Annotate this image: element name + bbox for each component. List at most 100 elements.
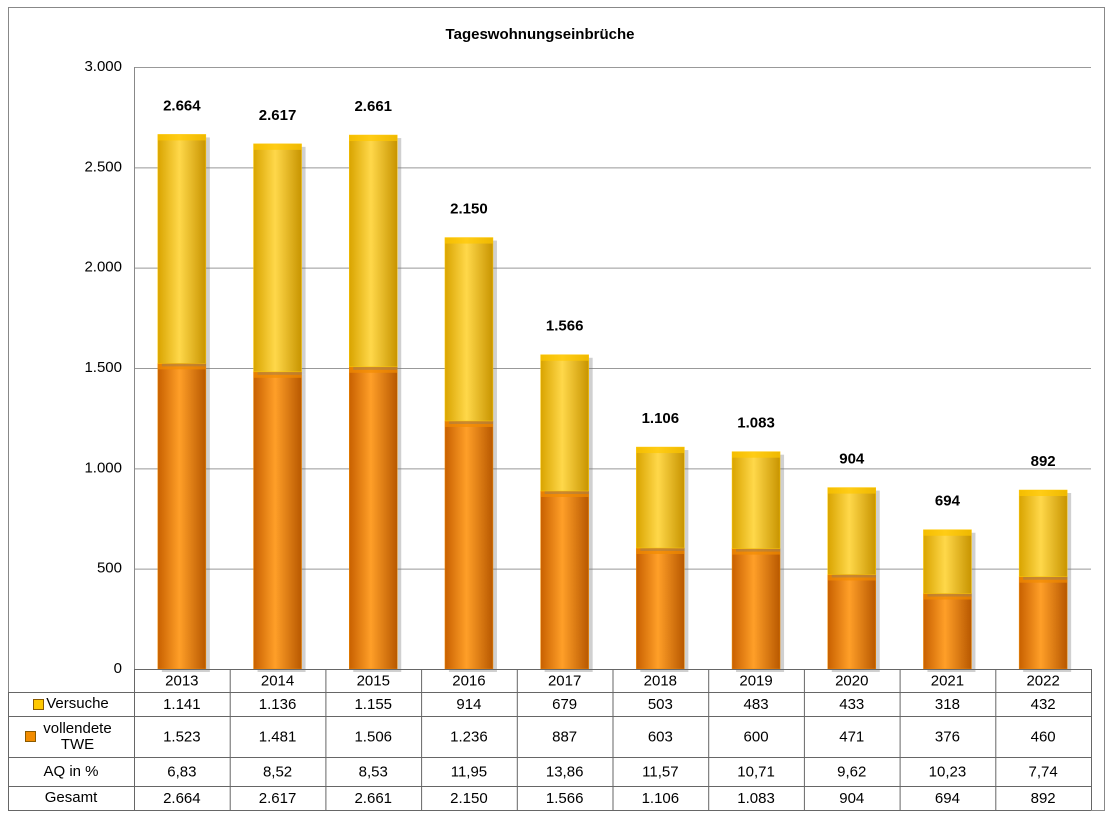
table-cell: 914	[456, 696, 481, 713]
table-cell: 11,95	[451, 763, 487, 780]
total-label: 2.661	[354, 98, 392, 115]
table-cell: 1.566	[546, 790, 584, 807]
bar	[540, 490, 589, 670]
bar-cap	[1019, 490, 1068, 497]
x-tick-label: 2018	[644, 672, 677, 689]
table-cell: 1.141	[163, 696, 201, 713]
table-cell: 471	[839, 728, 864, 745]
row-header-box: vollendete TWE	[8, 716, 134, 757]
x-tick-label: 2015	[357, 672, 390, 689]
bar-cap	[540, 491, 589, 498]
bar	[157, 363, 207, 670]
total-label: 2.617	[259, 107, 297, 124]
bar	[636, 547, 685, 670]
bar	[253, 371, 302, 670]
table-cell: 13,86	[546, 763, 584, 780]
x-tick-label: 2017	[548, 672, 581, 689]
bar	[253, 143, 302, 373]
total-label: 2.150	[450, 201, 488, 218]
bar-cap	[636, 547, 685, 554]
table-cell: 1.083	[737, 790, 775, 807]
row-header-box: Versuche	[8, 692, 134, 716]
table-cell: 2.150	[450, 790, 488, 807]
x-tick-label: 2016	[452, 672, 485, 689]
bar-cap	[349, 366, 398, 373]
row-header-box: Gesamt	[8, 786, 134, 810]
bar	[827, 487, 876, 575]
bar-cap	[636, 447, 685, 454]
x-tick-label: 2013	[165, 672, 198, 689]
row-header: AQ in %	[8, 757, 134, 786]
legend-swatch	[33, 698, 45, 710]
bar-cap	[827, 487, 876, 494]
bar	[1018, 489, 1068, 577]
bar	[731, 451, 781, 549]
total-label: 904	[839, 451, 865, 468]
bar	[923, 529, 972, 594]
table-cell: 7,74	[1029, 763, 1058, 780]
table-cell: 460	[1031, 728, 1056, 745]
total-label: 1.083	[737, 415, 775, 432]
row-label: AQ in %	[43, 762, 99, 780]
table-cell: 2.664	[163, 790, 201, 807]
table-cell: 1.136	[259, 696, 297, 713]
bar	[444, 237, 494, 422]
bar	[444, 420, 494, 670]
row-label: vollendete TWE	[43, 719, 112, 753]
x-tick-label: 2019	[739, 672, 772, 689]
table-cell: 1.106	[642, 790, 680, 807]
table-cell: 6,83	[167, 763, 196, 780]
table-cell: 376	[935, 728, 960, 745]
table-cell: 1.155	[354, 696, 392, 713]
bar-cap	[732, 451, 781, 458]
y-tick-label: 3.000	[84, 58, 122, 75]
bar-cap	[349, 135, 398, 142]
table-cell: 2.617	[259, 790, 297, 807]
legend-swatch	[24, 731, 36, 742]
chart-title: Tageswohnungseinbrüche	[446, 26, 635, 43]
table-cell: 1.236	[450, 728, 488, 745]
row-header: Gesamt	[8, 786, 134, 810]
y-tick-label: 2.500	[84, 158, 122, 175]
bar-cap	[540, 354, 589, 361]
bar-cap	[157, 134, 206, 141]
total-label: 892	[1031, 453, 1056, 470]
table-cell: 8,53	[359, 763, 388, 780]
table-cell: 2.661	[354, 790, 392, 807]
table-cell: 1.506	[354, 728, 392, 745]
bar	[349, 134, 398, 368]
x-tick-label: 2020	[835, 672, 868, 689]
row-header-box: AQ in %	[8, 757, 134, 786]
table-cell: 892	[1031, 790, 1056, 807]
bar	[540, 354, 589, 492]
table-cell: 904	[839, 790, 864, 807]
table-cell: 433	[839, 696, 864, 713]
bar-cap	[1019, 576, 1068, 583]
total-label: 2.664	[163, 97, 201, 114]
y-tick-label: 2.000	[84, 259, 122, 276]
bar	[827, 574, 876, 670]
table-cell: 11,57	[642, 763, 678, 780]
row-header: vollendete TWE	[8, 716, 134, 757]
bar	[731, 548, 781, 670]
total-label: 1.566	[546, 318, 584, 335]
bar-cap	[157, 363, 206, 370]
bar	[157, 134, 207, 364]
table-cell: 1.523	[163, 728, 201, 745]
bar	[1018, 576, 1068, 670]
total-label: 1.106	[642, 410, 680, 427]
row-label: Versuche	[46, 695, 109, 712]
table-cell: 8,52	[263, 763, 292, 780]
table-cell: 483	[744, 696, 769, 713]
bar-cap	[732, 548, 781, 555]
total-label: 694	[935, 493, 961, 510]
bar-cap	[923, 529, 972, 536]
table-cell: 9,62	[837, 763, 866, 780]
bar	[923, 593, 972, 670]
bar-cap	[444, 420, 493, 427]
table-cell: 887	[552, 728, 577, 745]
table-cell: 432	[1031, 696, 1056, 713]
bar-cap	[923, 593, 972, 600]
x-tick-label: 2014	[261, 672, 294, 689]
